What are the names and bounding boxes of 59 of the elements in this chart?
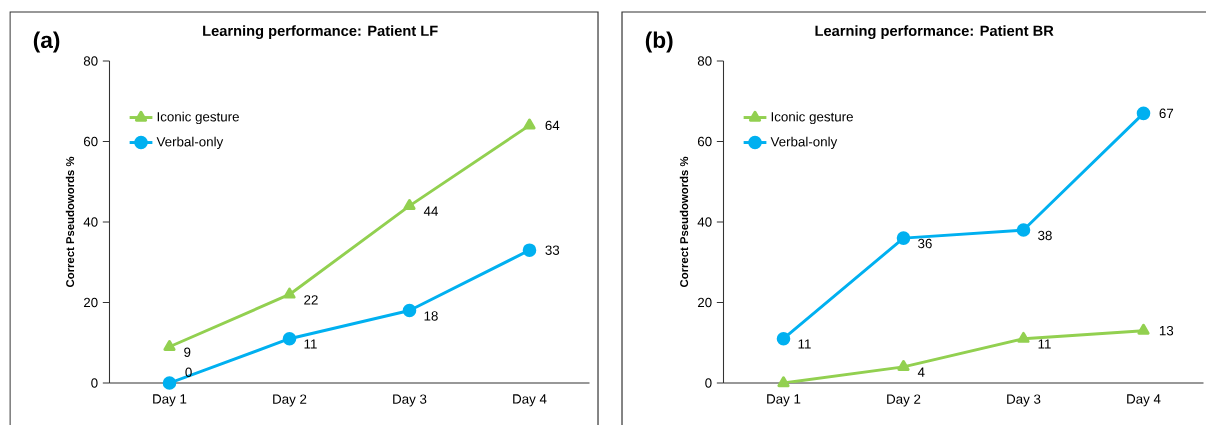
point <box>403 199 416 211</box>
x-tick-label: Day 4 <box>513 394 547 407</box>
point <box>163 339 176 351</box>
data-label: 38 <box>1038 230 1052 241</box>
point <box>776 331 791 346</box>
x-tick-label: Day 3 <box>393 394 427 407</box>
legend-label: Iconic gesture <box>771 111 853 125</box>
x-tick-label: Day 4 <box>1127 394 1161 407</box>
legend-label: Verbal-only <box>770 136 838 150</box>
point <box>162 376 177 390</box>
y-tick-label: 60 <box>697 136 712 147</box>
point <box>1016 223 1031 237</box>
x-tick-label: Day 3 <box>1007 394 1041 407</box>
x-tick-label: Day 2 <box>887 394 921 407</box>
x-tick-label: Day 1 <box>767 394 801 407</box>
x-tick-label: Day 1 <box>153 394 187 407</box>
text: (a) <box>33 31 60 53</box>
y-tick-label: 40 <box>697 217 712 227</box>
y-axis-title: Correct Pseudowords % <box>679 156 689 288</box>
point <box>896 231 911 245</box>
data-label: 11 <box>1038 339 1051 349</box>
x-tick-label: Day 2 <box>273 394 307 407</box>
legend-label: Iconic gesture <box>157 111 239 125</box>
data-label: 33 <box>545 245 560 255</box>
data-label: 9 <box>184 347 191 357</box>
y-tick-label: 20 <box>83 297 98 308</box>
point <box>1017 331 1030 343</box>
data-label: 0 <box>185 367 192 377</box>
text: (b) <box>645 31 673 53</box>
y-axis-title: Correct Pseudowords % <box>65 156 75 288</box>
y-tick-label: 40 <box>83 217 98 227</box>
data-label: 4 <box>917 367 925 377</box>
y-tick-label: 20 <box>697 297 712 308</box>
chart-title: Learning performance: Patient LF <box>203 25 438 39</box>
y-tick-label: 80 <box>83 56 98 66</box>
point <box>282 331 297 346</box>
y-tick-label: 60 <box>83 136 98 147</box>
data-label: 18 <box>424 311 438 321</box>
y-tick-label: 0 <box>705 378 712 388</box>
y-tick-label: 80 <box>697 56 712 66</box>
legend-label: Verbal-only <box>156 136 224 150</box>
data-label: 44 <box>423 206 438 216</box>
point <box>283 287 296 299</box>
data-label: 64 <box>545 120 560 131</box>
point <box>523 118 536 130</box>
data-label: 36 <box>918 238 932 249</box>
point <box>897 360 910 372</box>
y-tick-label: 0 <box>91 378 98 388</box>
data-label: 11 <box>798 339 811 349</box>
data-label: 67 <box>1159 108 1174 119</box>
data-label: 13 <box>1159 325 1174 336</box>
data-label: 22 <box>304 295 318 305</box>
point <box>522 243 537 257</box>
chart-title: Learning performance: Patient BR <box>815 25 1054 39</box>
point <box>777 376 790 388</box>
data-label: 11 <box>304 339 317 349</box>
point <box>402 303 417 318</box>
point <box>1137 323 1150 335</box>
point <box>1136 106 1151 121</box>
